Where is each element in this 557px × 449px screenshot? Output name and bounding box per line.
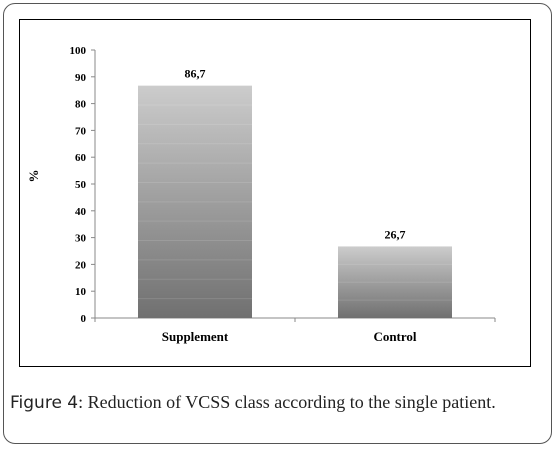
data-label: 86,7 — [185, 67, 206, 81]
bars: 86,7 26,7 — [138, 67, 452, 318]
y-tick-label: 10 — [75, 286, 87, 298]
y-tick-label: 60 — [75, 152, 87, 164]
y-axis: 0 10 20 30 40 50 60 70 80 90 100 — [70, 45, 96, 325]
figure-caption: Figure 4: Reduction of VCSS class accord… — [10, 392, 550, 413]
y-tick-label: 50 — [75, 179, 87, 191]
caption-text: : Reduction of VCSS class according to t… — [78, 392, 496, 412]
y-tick-label: 70 — [75, 125, 87, 137]
bar-supplement — [138, 85, 252, 318]
y-tick-label: 0 — [81, 313, 87, 325]
x-axis: Supplement Control — [94, 317, 496, 344]
y-tick-label: 40 — [75, 206, 87, 218]
y-axis-label: % — [26, 170, 41, 183]
y-tick-label: 30 — [75, 233, 87, 245]
x-tick-label: Supplement — [162, 329, 229, 344]
y-tick-label: 90 — [75, 72, 87, 84]
y-tick-label: 20 — [75, 259, 87, 271]
figure-label: Figure 4 — [10, 393, 79, 413]
y-tick-label: 80 — [75, 99, 87, 111]
data-label: 26,7 — [385, 227, 406, 241]
bar-control — [338, 246, 452, 318]
x-tick-label: Control — [373, 329, 416, 344]
y-tick-label: 100 — [70, 45, 87, 57]
